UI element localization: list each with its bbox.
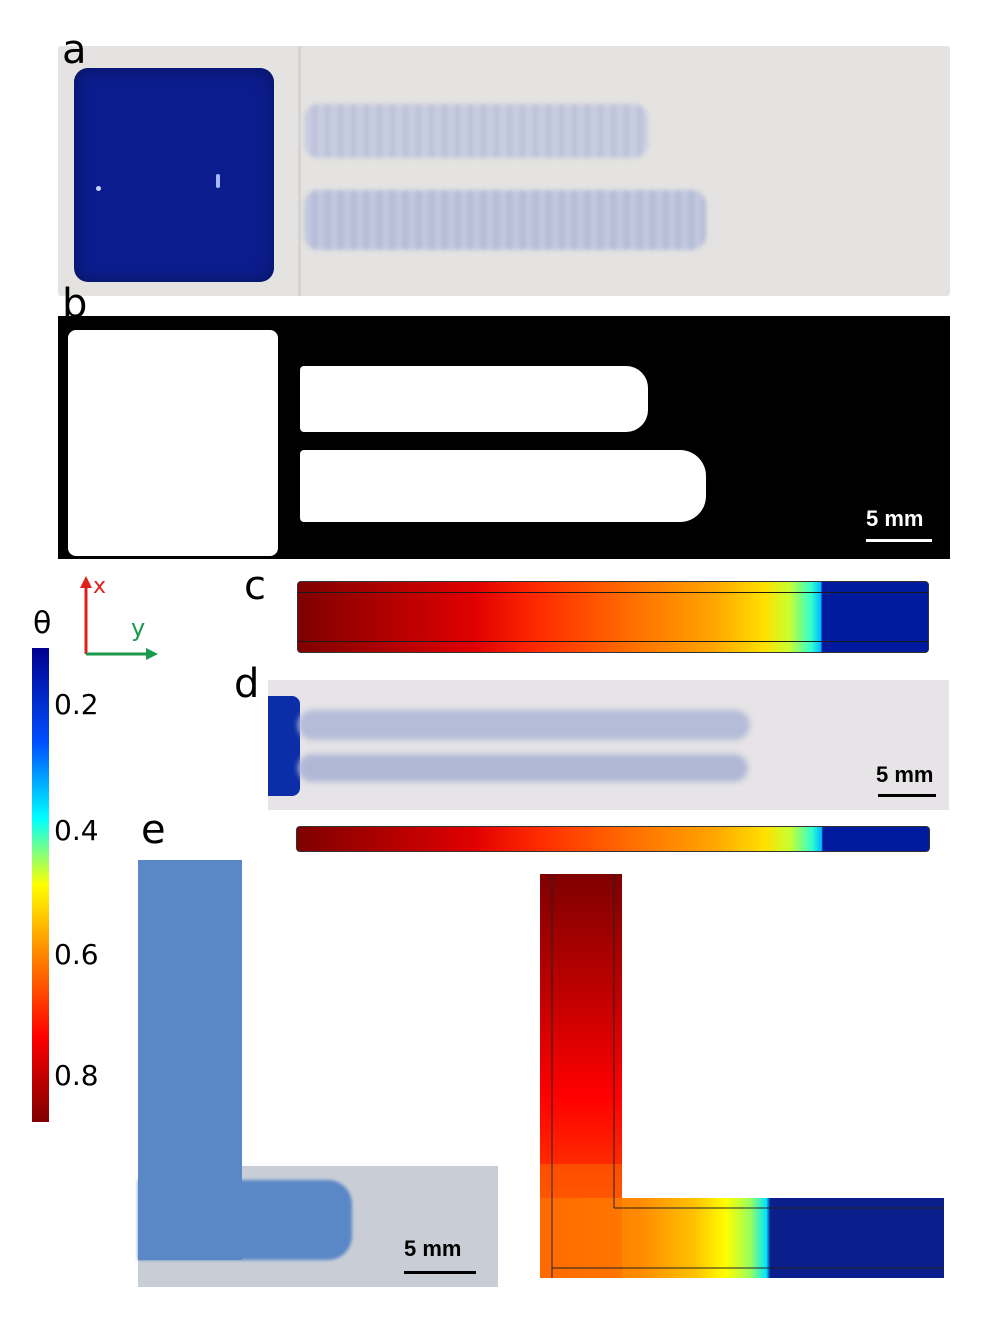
paper-seam xyxy=(298,46,301,296)
reservoir-highlight xyxy=(96,186,101,191)
ink-reservoir xyxy=(74,68,274,282)
panel-label-a: a xyxy=(62,27,87,73)
y-axis-arrowhead xyxy=(146,648,158,660)
printed-channel xyxy=(304,104,648,158)
scale-label-e: 5 mm xyxy=(404,1236,462,1261)
scale-label-b: 5 mm xyxy=(866,506,924,531)
colorbar-tick: 0.8 xyxy=(54,1059,99,1092)
strip-outline xyxy=(297,592,928,642)
panel-label-e: e xyxy=(141,807,166,853)
colorbar-tick: 0.6 xyxy=(54,938,99,971)
ink-reservoir xyxy=(268,696,300,796)
panel-a-photo xyxy=(58,46,950,296)
axes-indicator xyxy=(80,576,158,660)
panel-e-simulation xyxy=(540,874,944,1278)
scale-bar-e xyxy=(404,1271,476,1274)
sim-vertical-arm-blend xyxy=(540,1164,622,1278)
panel-e-photo: 5 mm xyxy=(138,860,498,1287)
printed-channel xyxy=(304,190,706,250)
scale-bar-b xyxy=(866,539,932,542)
binary-reservoir xyxy=(68,330,278,556)
panel-label-c: c xyxy=(244,563,266,609)
colorbar-title: θ xyxy=(33,606,52,641)
binary-channel xyxy=(300,366,648,432)
y-axis-label: y xyxy=(131,614,146,642)
colorbar-tick: 0.4 xyxy=(54,814,99,847)
panel-label-d: d xyxy=(234,661,260,707)
printed-channel xyxy=(298,710,750,740)
printed-channel xyxy=(298,754,748,782)
panel-d-simulation xyxy=(296,826,930,852)
panel-label-b: b xyxy=(62,281,88,327)
reservoir-highlight xyxy=(216,174,220,188)
colorbar-tick: 0.2 xyxy=(54,688,99,721)
scale-label-d: 5 mm xyxy=(876,762,934,787)
panel-d-photo: 5 mm xyxy=(268,680,949,810)
x-axis-label: x xyxy=(93,574,107,599)
binary-channel xyxy=(300,450,706,522)
colorbar xyxy=(32,648,49,1122)
panel-b-binary: 5 mm xyxy=(58,316,950,559)
x-axis-arrowhead xyxy=(80,576,92,588)
scale-bar-d xyxy=(878,794,936,797)
ink-region xyxy=(138,1180,352,1260)
